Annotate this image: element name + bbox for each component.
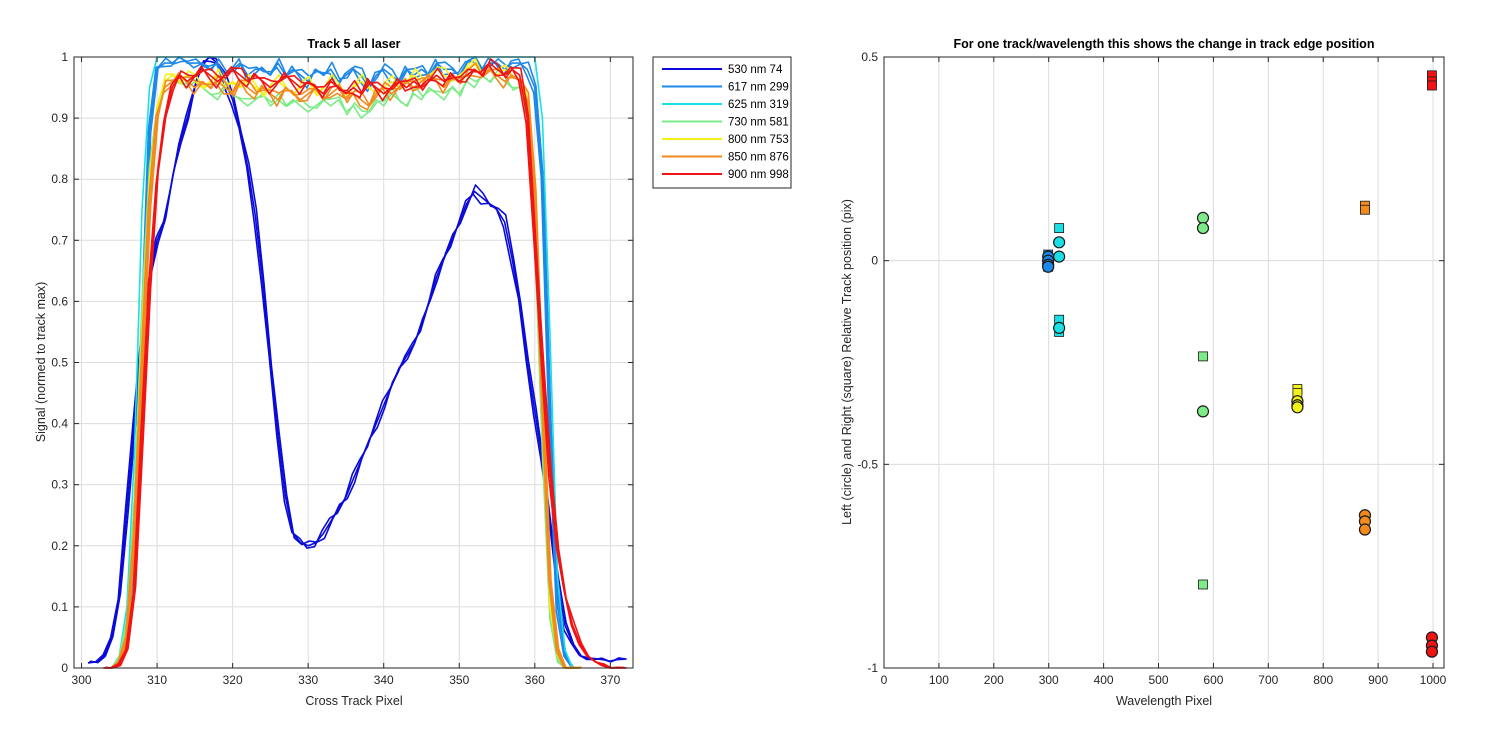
x-tick-label: 400 — [1094, 673, 1114, 687]
circle-marker — [1358, 523, 1372, 536]
left-chart-title: Track 5 all laser — [307, 37, 400, 51]
y-tick-label: 0.3 — [51, 478, 68, 492]
legend-label: 800 nm 753 — [728, 134, 789, 146]
x-tick-label: 600 — [1203, 673, 1223, 687]
y-tick-label: 0.2 — [51, 539, 68, 553]
y-tick-label: 0.7 — [51, 233, 68, 247]
circle-marker — [1196, 405, 1210, 418]
x-tick-label: 500 — [1148, 673, 1168, 687]
legend-label: 900 nm 998 — [728, 169, 789, 181]
y-tick-label: -1 — [867, 661, 878, 675]
right-y-axis-label: Left (circle) and Right (square) Relativ… — [840, 199, 854, 525]
right-plot-area — [884, 57, 1444, 668]
right-chart-title: For one track/wavelength this shows the … — [954, 37, 1375, 51]
x-tick-label: 330 — [298, 673, 318, 687]
y-tick-label: 0.4 — [51, 417, 68, 431]
y-tick-label: 0.6 — [51, 294, 68, 308]
y-tick-label: 0.5 — [861, 50, 878, 64]
y-tick-label: 0.9 — [51, 111, 68, 125]
y-tick-label: 0 — [61, 661, 68, 675]
circle-marker — [1042, 260, 1055, 273]
x-tick-label: 1000 — [1420, 673, 1447, 687]
circle-marker — [1425, 645, 1439, 658]
x-tick-label: 360 — [525, 673, 545, 687]
series-line — [90, 60, 627, 664]
series-line — [112, 56, 582, 669]
y-tick-label: 0.8 — [51, 172, 68, 186]
legend-label: 730 nm 581 — [728, 117, 789, 129]
circle-marker — [1196, 221, 1210, 235]
x-tick-label: 200 — [984, 673, 1004, 687]
x-tick-label: 370 — [600, 673, 620, 687]
y-tick-label: 0.5 — [51, 356, 68, 370]
legend-label: 530 nm 74 — [728, 64, 783, 76]
square-marker — [1198, 351, 1208, 362]
series-line — [103, 63, 625, 669]
x-tick-label: 340 — [374, 673, 394, 687]
x-tick-label: 300 — [72, 673, 92, 687]
circle-marker — [1291, 401, 1304, 414]
y-tick-label: 0.1 — [51, 600, 68, 614]
x-tick-label: 0 — [881, 673, 888, 687]
right-axes-box — [883, 56, 1445, 669]
left-x-axis-label: Cross Track Pixel — [305, 694, 402, 708]
y-tick-label: 0 — [871, 254, 878, 268]
legend-label: 850 nm 876 — [728, 152, 789, 164]
y-tick-label: 1 — [61, 50, 68, 64]
right-markers — [1042, 70, 1439, 658]
legend: 530 nm 74 617 nm 299 625 nm 319 730 nm 581 8… — [652, 56, 792, 189]
x-tick-label: 350 — [449, 673, 469, 687]
right-x-axis-label: Wavelength Pixel — [1116, 694, 1212, 708]
circle-marker — [1053, 250, 1066, 263]
series-line — [105, 58, 627, 669]
square-marker — [1198, 579, 1208, 590]
square-marker — [1360, 204, 1370, 215]
x-tick-label: 800 — [1313, 673, 1333, 687]
circle-marker — [1053, 321, 1066, 334]
right-chart: 0 100 200 300 400 500 600 700 800 900 1000 -1 -0.5 0 0… — [840, 37, 1447, 708]
x-tick-label: 100 — [929, 673, 949, 687]
right-ticks: 0 100 200 300 400 500 600 700 800 900 1000 -1 -0.5 0 0… — [857, 50, 1446, 687]
x-tick-label: 700 — [1258, 673, 1278, 687]
left-series-lines — [87, 56, 627, 669]
circle-marker — [1053, 236, 1066, 249]
square-marker — [1427, 80, 1437, 91]
x-tick-label: 320 — [223, 673, 243, 687]
legend-label: 625 nm 319 — [728, 99, 789, 111]
series-line — [87, 56, 625, 664]
x-tick-label: 900 — [1368, 673, 1388, 687]
y-tick-label: -0.5 — [857, 457, 878, 471]
legend-label: 617 nm 299 — [728, 82, 789, 94]
x-tick-label: 310 — [147, 673, 167, 687]
left-ticks: 300 310 320 330 340 350 360 370 0 0.1 0.2 0.3 0.4 0.5… — [51, 50, 633, 687]
left-y-axis-label: Signal (normed to track max) — [34, 282, 48, 442]
circle-marker — [1196, 211, 1210, 224]
series-line — [104, 62, 626, 669]
left-chart: 300 310 320 330 340 350 360 370 0 0.1 0.2 0.3 0.4 0.5… — [34, 37, 792, 708]
x-tick-label: 300 — [1039, 673, 1059, 687]
square-marker — [1054, 223, 1065, 233]
